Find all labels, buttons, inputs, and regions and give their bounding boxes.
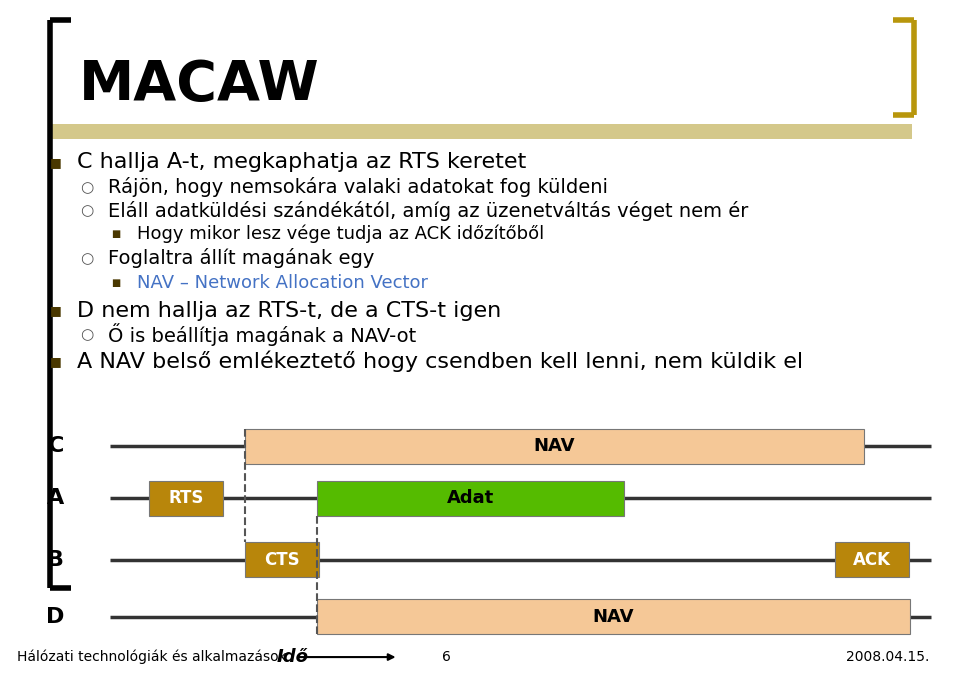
Text: CTS: CTS [264,551,300,569]
Text: Hogy mikor lesz vége tudja az ACK időzítőből: Hogy mikor lesz vége tudja az ACK időzít… [137,224,544,243]
Text: 2008.04.15.: 2008.04.15. [846,650,929,664]
Bar [835,542,909,577]
Text: A NAV belső emlékeztető hogy csendben kell lenni, nem küldik el: A NAV belső emlékeztető hogy csendben ke… [77,351,803,372]
Bar [245,542,319,577]
Text: NAV: NAV [592,608,635,625]
Bar [245,429,864,464]
Text: C: C [47,436,64,456]
Bar [317,599,910,634]
Text: A: A [47,488,64,508]
Text: 6: 6 [442,650,451,664]
Text: Ő is beállítja magának a NAV-ot: Ő is beállítja magának a NAV-ot [108,323,416,346]
Text: ○: ○ [80,251,93,266]
Bar [317,481,624,516]
Text: Eláll adatküldési szándékától, amíg az üzenetváltás véget nem ér: Eláll adatküldési szándékától, amíg az ü… [108,201,748,221]
Bar [48,124,912,139]
Bar [149,481,223,516]
Text: NAV – Network Allocation Vector: NAV – Network Allocation Vector [137,274,428,291]
Text: MACAW: MACAW [79,57,320,112]
Text: ACK: ACK [853,551,891,569]
Text: ■: ■ [111,229,121,239]
Text: Foglaltra állít magának egy: Foglaltra állít magának egy [108,248,380,268]
Text: ■: ■ [50,155,61,169]
Text: Hálózati technológiák és alkalmazások: Hálózati technológiák és alkalmazások [17,650,287,665]
Text: D: D [46,606,65,627]
Text: ■: ■ [50,355,61,368]
Text: Rájön, hogy nemsokára valaki adatokat fog küldeni: Rájön, hogy nemsokára valaki adatokat fo… [108,177,608,197]
Text: C hallja A-t, megkaphatja az RTS keretet: C hallja A-t, megkaphatja az RTS keretet [77,152,526,172]
Text: NAV: NAV [534,437,575,455]
Text: Idő: Idő [276,648,308,666]
Text: ○: ○ [80,180,93,195]
Text: ■: ■ [111,278,121,287]
Text: ○: ○ [80,203,93,218]
Text: RTS: RTS [168,489,204,507]
Text: D nem hallja az RTS-t, de a CTS-t igen: D nem hallja az RTS-t, de a CTS-t igen [77,301,501,321]
Text: ○: ○ [80,327,93,342]
Text: ■: ■ [50,304,61,318]
Text: B: B [47,550,64,570]
Text: Adat: Adat [446,489,494,507]
